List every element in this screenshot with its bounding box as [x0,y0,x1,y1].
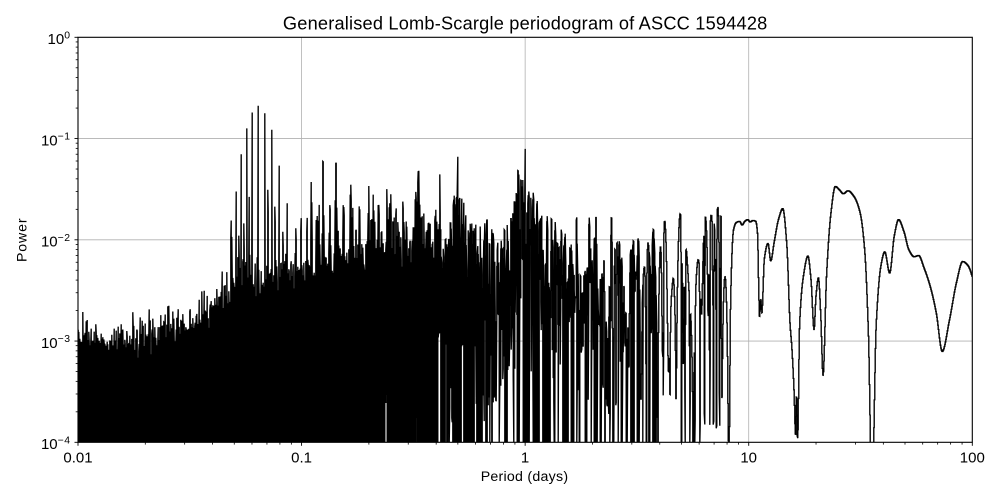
svg-text:0.1: 0.1 [291,450,312,467]
svg-text:100: 100 [960,450,985,467]
svg-text:0.01: 0.01 [63,450,92,467]
svg-text:Generalised Lomb-Scargle perio: Generalised Lomb-Scargle periodogram of … [283,13,768,33]
svg-text:10: 10 [740,450,757,467]
svg-text:1: 1 [521,450,529,467]
svg-text:Period (days): Period (days) [481,469,569,485]
svg-text:Power: Power [15,218,31,262]
